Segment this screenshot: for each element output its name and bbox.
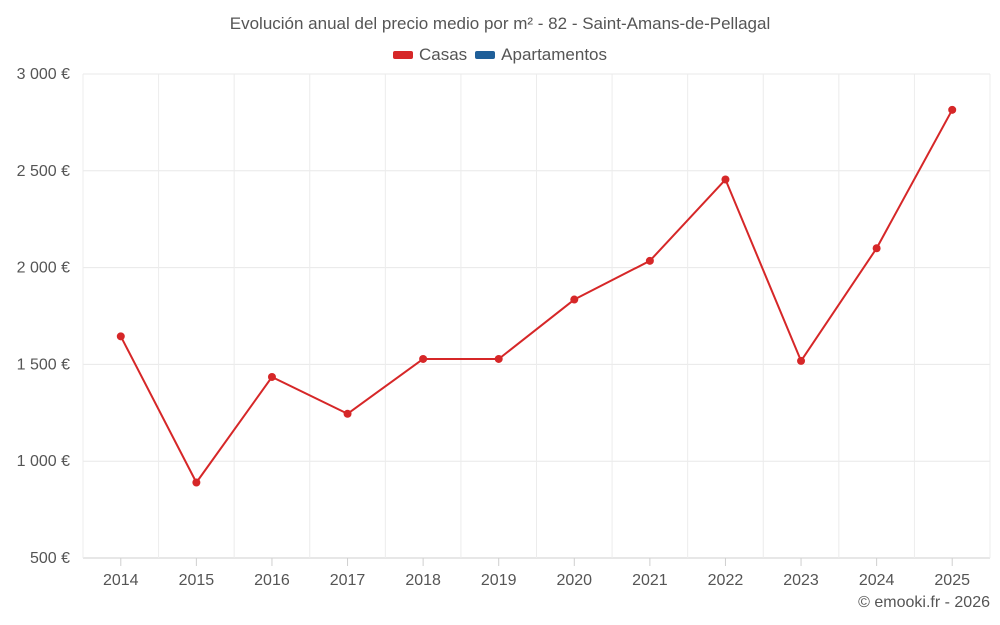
data-point — [494, 354, 503, 363]
series-line-casas — [119, 109, 954, 484]
x-tick-label: 2019 — [481, 572, 517, 589]
data-point — [645, 256, 654, 265]
data-point — [570, 295, 579, 304]
data-point — [116, 332, 125, 341]
x-tick-label: 2016 — [254, 572, 290, 589]
x-tick-label: 2018 — [405, 572, 441, 589]
data-point — [797, 356, 806, 365]
y-tick-label: 2 000 € — [17, 260, 70, 277]
legend-swatch-casas — [392, 51, 413, 59]
data-point — [419, 354, 428, 363]
legend-label-apartamentos: Apartamentos — [501, 45, 608, 64]
x-tick-label: 2024 — [859, 572, 895, 589]
x-tick-label: 2021 — [632, 572, 668, 589]
data-point — [872, 244, 881, 253]
x-tick-label: 2020 — [556, 572, 592, 589]
x-tick-label: 2015 — [179, 572, 215, 589]
legend-swatch-apartamentos — [475, 51, 496, 59]
x-tick-label: 2022 — [708, 572, 744, 589]
x-tick-label: 2023 — [783, 572, 819, 589]
legend: Casas Apartamentos — [0, 45, 1000, 65]
y-tick-label: 1 000 € — [17, 453, 70, 470]
legend-item-casas[interactable]: Casas — [392, 45, 468, 65]
data-point — [948, 105, 957, 114]
legend-item-apartamentos[interactable]: Apartamentos — [475, 45, 607, 65]
y-tick-label: 500 € — [30, 550, 70, 567]
legend-label-casas: Casas — [418, 45, 468, 64]
data-point — [721, 175, 730, 184]
x-tick-label: 2017 — [330, 572, 366, 589]
data-point — [267, 372, 276, 381]
x-tick-label: 2025 — [934, 572, 970, 589]
x-tick-label: 2014 — [103, 572, 139, 589]
y-tick-label: 2 500 € — [17, 163, 70, 180]
y-tick-label: 1 500 € — [17, 356, 70, 373]
data-point — [343, 409, 352, 418]
y-tick-label: 3 000 € — [17, 66, 70, 83]
chart-title: Evolución anual del precio medio por m² … — [229, 14, 771, 33]
credit-text: © emooki.fr - 2026 — [858, 594, 990, 611]
data-point — [192, 478, 201, 487]
